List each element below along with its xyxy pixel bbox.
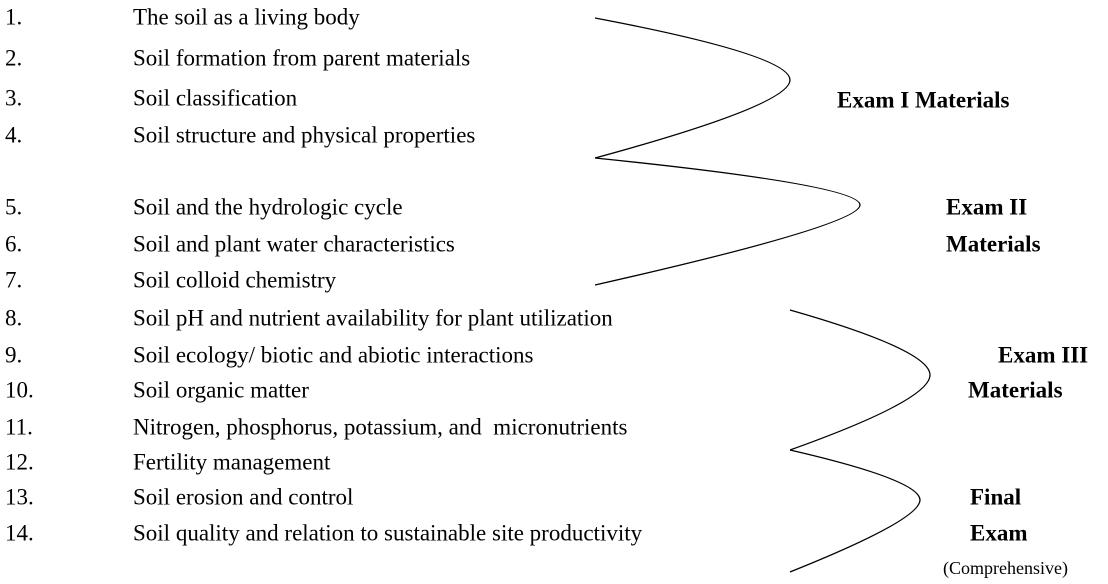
brace <box>594 157 861 286</box>
item-text: Soil and plant water characteristics <box>133 231 455 257</box>
exam-note: (Comprehensive) <box>943 558 1068 578</box>
item-number: 5. <box>5 194 23 220</box>
item-text: Soil structure and physical properties <box>133 122 476 148</box>
item-number: 3. <box>5 85 23 111</box>
brace <box>789 309 931 451</box>
item-number: 14. <box>5 520 34 546</box>
item-number: 8. <box>5 305 23 331</box>
item-text: Soil organic matter <box>133 377 309 403</box>
item-number: 12. <box>5 449 34 475</box>
exam-label: Materials <box>946 231 1041 257</box>
exam-label: Exam I Materials <box>837 87 1010 113</box>
item-text: Soil erosion and control <box>133 484 354 510</box>
item-text: Soil classification <box>133 85 298 111</box>
item-number: 6. <box>5 231 23 257</box>
exam-label: Exam II <box>946 194 1028 220</box>
item-number: 2. <box>5 45 23 71</box>
item-text: Soil formation from parent materials <box>133 45 471 71</box>
item-text: Nitrogen, phosphorus, potassium, and mic… <box>133 414 628 440</box>
item-text: The soil as a living body <box>133 4 360 30</box>
exam-label: Materials <box>968 377 1063 403</box>
brace <box>594 17 791 159</box>
item-number: 13. <box>5 484 34 510</box>
item-text: Soil ecology/ biotic and abiotic interac… <box>133 342 534 368</box>
item-text: Fertility management <box>133 449 331 475</box>
item-text: Soil and the hydrologic cycle <box>133 194 403 220</box>
item-number: 11. <box>5 414 33 440</box>
item-number: 7. <box>5 267 23 293</box>
item-number: 4. <box>5 122 23 148</box>
brace <box>789 449 921 573</box>
exam-label: Exam <box>970 520 1028 546</box>
exam-label: Final <box>970 484 1022 510</box>
item-text: Soil colloid chemistry <box>133 267 337 293</box>
item-number: 1. <box>5 4 23 30</box>
item-number: 10. <box>5 377 34 403</box>
item-text: Soil quality and relation to sustainable… <box>133 520 643 546</box>
exam-label: Exam III <box>998 342 1089 368</box>
item-text: Soil pH and nutrient availability for pl… <box>133 305 613 331</box>
item-number: 9. <box>5 342 23 368</box>
